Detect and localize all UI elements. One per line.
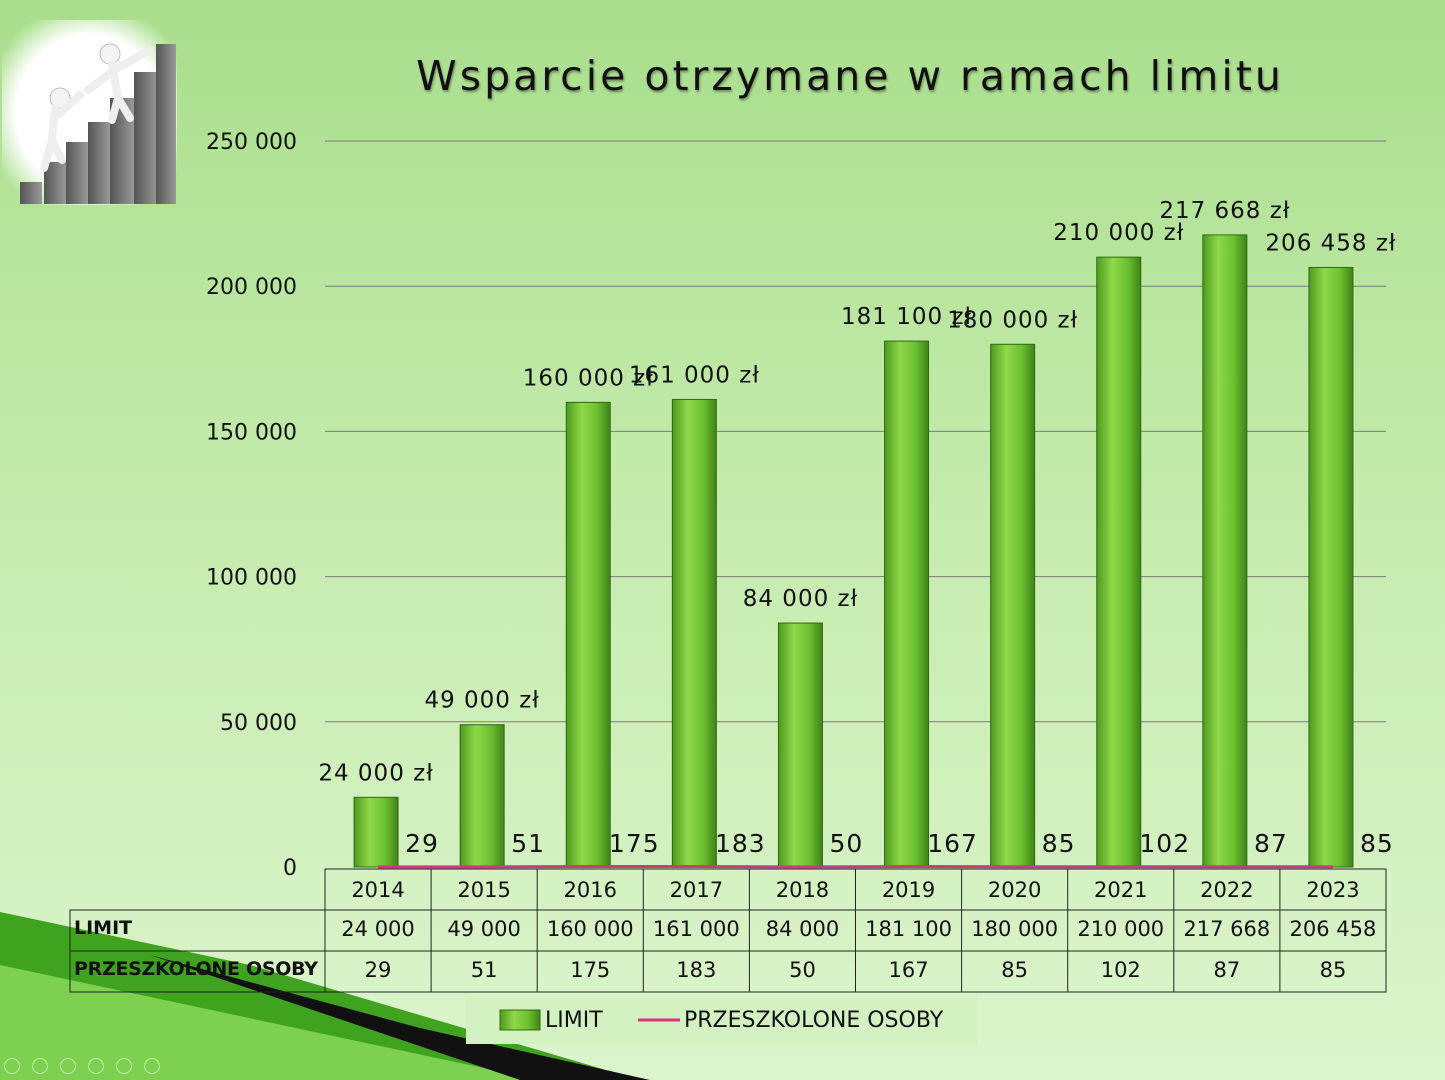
table-cell: 181 100: [865, 917, 952, 941]
slides-icon[interactable]: [88, 1058, 104, 1074]
bar-data-label: 84 000 zł: [743, 586, 858, 612]
bar-limit: [777, 622, 823, 868]
line-data-label: 167: [927, 829, 978, 858]
table-cell: 85: [1320, 958, 1347, 982]
light-swoosh: [0, 965, 540, 1080]
line-data-label: 175: [609, 829, 660, 858]
bar-data-label: 206 458 zł: [1265, 230, 1396, 256]
table-cell: 85: [1001, 958, 1028, 982]
prev-slide-icon[interactable]: [4, 1058, 20, 1074]
y-tick-label: 100 000: [206, 566, 297, 591]
bar-limit: [884, 340, 930, 868]
bar-data-label: 210 000 zł: [1053, 220, 1184, 246]
y-tick-label: 200 000: [206, 275, 297, 300]
bar-data-label: 217 668 zł: [1159, 198, 1290, 224]
line-data-label: 85: [1042, 829, 1076, 858]
bar-limit: [565, 401, 611, 868]
bar-limit: [459, 724, 505, 868]
bar-data-label: 49 000 zł: [424, 688, 539, 714]
table-cell: 24 000: [341, 917, 414, 941]
legend-box: [466, 995, 977, 1044]
table-row-label: LIMIT: [74, 917, 132, 939]
more-icon[interactable]: [144, 1058, 160, 1074]
line-data-label: 183: [715, 829, 766, 858]
table-cell: 206 458: [1290, 917, 1377, 941]
x-tick-label: 2020: [988, 878, 1041, 902]
bar-limit: [1096, 256, 1142, 868]
next-slide-icon[interactable]: [32, 1058, 48, 1074]
bar-data-label: 161 000 zł: [629, 362, 760, 388]
line-data-label: 85: [1360, 829, 1394, 858]
line-data-label: 51: [511, 829, 545, 858]
line-data-label: 50: [830, 829, 864, 858]
table-cell: 210 000: [1077, 917, 1164, 941]
stairs-logo: [2, 20, 177, 205]
table-cell: 160 000: [547, 917, 634, 941]
x-tick-label: 2017: [670, 878, 723, 902]
bar-data-label: 181 100 zł: [841, 304, 972, 330]
x-tick-label: 2018: [776, 878, 829, 902]
y-tick-label: 50 000: [220, 711, 297, 736]
x-tick-label: 2022: [1200, 878, 1253, 902]
line-data-label: 102: [1139, 829, 1190, 858]
pen-icon[interactable]: [60, 1058, 76, 1074]
table-cell: 102: [1101, 958, 1141, 982]
y-tick-label: 0: [283, 856, 297, 881]
bar-limit: [1202, 234, 1248, 868]
bar-limit: [1308, 266, 1354, 868]
x-tick-label: 2016: [564, 878, 617, 902]
x-tick-label: 2015: [457, 878, 510, 902]
bar-limit: [990, 343, 1036, 868]
table-cell: 183: [676, 958, 716, 982]
x-tick-label: 2019: [882, 878, 935, 902]
table-cell: 51: [471, 958, 498, 982]
legend-label-przeszkolone: PRZESZKOLONE OSOBY: [684, 1008, 944, 1033]
bar-data-label: 160 000 zł: [523, 365, 654, 391]
table-cell: 50: [789, 958, 816, 982]
table-cell: 217 668: [1183, 917, 1270, 941]
table-cell: 29: [365, 958, 392, 982]
table-cell: 175: [570, 958, 610, 982]
table-cell: 167: [889, 958, 929, 982]
x-tick-label: 2014: [351, 878, 404, 902]
line-data-label: 29: [405, 829, 439, 858]
x-tick-label: 2023: [1306, 878, 1359, 902]
x-tick-label: 2021: [1094, 878, 1147, 902]
table-cell: 84 000: [766, 917, 839, 941]
bar-data-label: 180 000 zł: [947, 307, 1078, 333]
table-cell: 49 000: [447, 917, 520, 941]
legend-swatch-limit: [499, 1009, 541, 1031]
table-cell: 87: [1213, 958, 1240, 982]
bar-limit: [353, 796, 399, 868]
zoom-icon[interactable]: [116, 1058, 132, 1074]
table-cell: 180 000: [971, 917, 1058, 941]
bar-data-label: 24 000 zł: [318, 760, 433, 786]
table-row-label: PRZESZKOLONE OSOBY: [74, 958, 318, 980]
table-cell: 161 000: [653, 917, 740, 941]
legend-label-limit: LIMIT: [545, 1008, 603, 1033]
bar-limit: [671, 398, 717, 868]
line-data-label: 87: [1254, 829, 1288, 858]
y-tick-label: 150 000: [206, 420, 297, 445]
chart-title: Wsparcie otrzymane w ramach limitu: [416, 52, 1284, 100]
y-tick-label: 250 000: [206, 130, 297, 155]
